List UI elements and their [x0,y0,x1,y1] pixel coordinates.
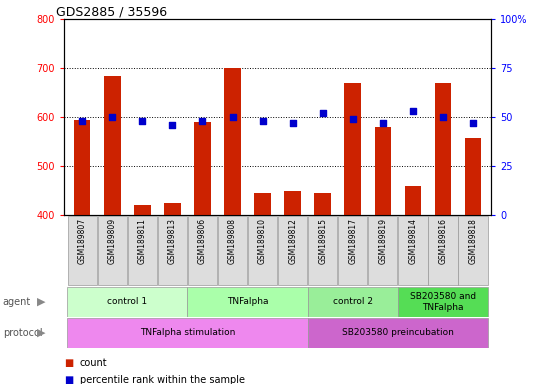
Text: GSM189809: GSM189809 [108,218,117,264]
Text: agent: agent [3,297,31,307]
Bar [68,217,97,285]
Bar [285,190,301,215]
Point [439,114,448,120]
Bar [67,287,187,317]
Text: GSM189819: GSM189819 [378,218,387,264]
Bar [278,217,307,285]
Bar [374,127,391,215]
Bar [164,203,181,215]
Text: percentile rank within the sample: percentile rank within the sample [80,375,245,384]
Text: GSM189811: GSM189811 [138,218,147,264]
Text: GSM189816: GSM189816 [439,218,448,264]
Text: GSM189808: GSM189808 [228,218,237,264]
Text: ▶: ▶ [37,328,46,338]
Point [258,118,267,124]
Bar [254,193,271,215]
Bar [307,287,398,317]
Point [108,114,117,120]
Point [408,108,417,114]
Point [198,118,207,124]
Bar [314,193,331,215]
Bar [188,217,217,285]
Text: GSM189814: GSM189814 [408,218,417,264]
Bar [67,318,307,348]
Text: GSM189813: GSM189813 [168,218,177,264]
Text: ■: ■ [64,375,74,384]
Bar [435,83,451,215]
Text: control 1: control 1 [107,297,147,306]
Point [318,110,327,116]
Bar [158,217,187,285]
Point [78,118,86,124]
Bar [98,217,127,285]
Bar [398,217,427,285]
Text: ■: ■ [64,358,74,368]
Bar [248,217,277,285]
Bar [104,76,121,215]
Bar [218,217,247,285]
Bar [465,138,481,215]
Point [138,118,147,124]
Text: GSM189807: GSM189807 [78,218,86,264]
Bar [224,68,241,215]
Point [378,120,387,126]
Bar [128,217,157,285]
Bar [405,186,421,215]
Bar [344,83,361,215]
Point [348,116,357,122]
Text: GSM189810: GSM189810 [258,218,267,264]
Bar [458,217,488,285]
Point [288,120,297,126]
Text: SB203580 and
TNFalpha: SB203580 and TNFalpha [410,292,476,311]
Text: ▶: ▶ [37,297,46,307]
Bar [134,205,151,215]
Text: TNFalpha: TNFalpha [227,297,268,306]
Text: GSM189817: GSM189817 [348,218,357,264]
Bar [194,122,211,215]
Text: control 2: control 2 [333,297,373,306]
Text: GSM189818: GSM189818 [469,218,478,264]
Point [168,122,177,128]
Bar [368,217,397,285]
Text: protocol: protocol [3,328,42,338]
Bar [338,217,367,285]
Text: GSM189806: GSM189806 [198,218,207,264]
Bar [308,217,338,285]
Point [469,120,478,126]
Text: SB203580 preincubation: SB203580 preincubation [342,328,454,337]
Text: TNFalpha stimulation: TNFalpha stimulation [140,328,235,337]
Bar [307,318,488,348]
Text: GSM189812: GSM189812 [288,218,297,264]
Bar [74,119,90,215]
Point [228,114,237,120]
Text: GSM189815: GSM189815 [318,218,327,264]
Text: count: count [80,358,108,368]
Text: GDS2885 / 35596: GDS2885 / 35596 [56,5,167,18]
Bar [429,217,458,285]
Bar [398,287,488,317]
Bar [187,287,307,317]
